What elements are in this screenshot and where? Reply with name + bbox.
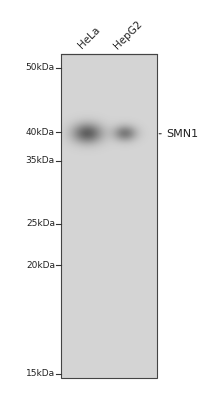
Text: 25kDa: 25kDa [26, 219, 55, 228]
Text: 50kDa: 50kDa [26, 63, 55, 72]
Text: 40kDa: 40kDa [26, 128, 55, 137]
Text: HepG2: HepG2 [111, 19, 144, 51]
Text: 15kDa: 15kDa [26, 369, 55, 378]
Text: 35kDa: 35kDa [26, 156, 55, 165]
Text: HeLa: HeLa [77, 25, 102, 51]
Bar [61, 54, 157, 378]
Text: 20kDa: 20kDa [26, 260, 55, 270]
Text: SMN1: SMN1 [166, 129, 198, 139]
